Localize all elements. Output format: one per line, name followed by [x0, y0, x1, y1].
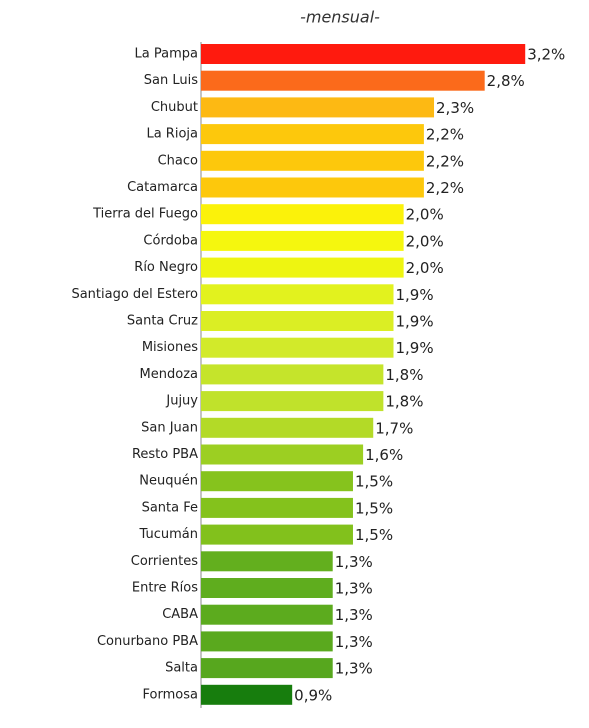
bar: [201, 230, 404, 251]
bar: [201, 684, 293, 705]
value-label: 1,3%: [335, 553, 373, 571]
category-label: San Juan: [141, 420, 198, 435]
bar: [201, 497, 353, 518]
value-label: 2,2%: [426, 152, 464, 170]
category-label: La Rioja: [146, 127, 198, 142]
category-label: Jujuy: [165, 394, 198, 409]
value-label: 3,2%: [527, 46, 565, 64]
bar: [201, 604, 333, 625]
bar: [201, 311, 394, 331]
category-label: Mendoza: [140, 367, 198, 382]
bar: [201, 177, 424, 198]
bar: [201, 391, 384, 412]
bar: [201, 444, 364, 465]
bar: [201, 658, 333, 679]
value-label: 1,5%: [355, 473, 393, 491]
value-label: 1,6%: [365, 446, 403, 464]
value-label: 1,9%: [396, 313, 434, 331]
bar: [201, 204, 404, 225]
value-label: 2,3%: [436, 99, 474, 117]
value-label: 0,9%: [294, 686, 332, 704]
bar: [201, 257, 404, 278]
category-label: Chaco: [158, 153, 198, 168]
value-label: 2,0%: [406, 206, 444, 224]
value-label: 1,3%: [335, 633, 373, 651]
category-label: Neuquén: [139, 474, 198, 489]
category-label: Corrientes: [131, 554, 198, 569]
category-label: La Pampa: [135, 47, 198, 62]
category-label: Salta: [165, 661, 198, 676]
bar: [201, 44, 526, 64]
category-label: Catamarca: [127, 180, 198, 195]
category-label: Santa Cruz: [127, 314, 198, 329]
bar: [201, 551, 333, 572]
bar: [201, 417, 374, 438]
value-label: 1,8%: [385, 393, 423, 411]
value-label: 1,5%: [355, 499, 393, 517]
category-label: San Luis: [144, 73, 198, 88]
category-label: Chubut: [151, 100, 198, 115]
category-label: Misiones: [142, 340, 198, 355]
value-label: 2,0%: [406, 259, 444, 277]
value-label: 1,3%: [335, 606, 373, 624]
value-label: 1,9%: [396, 339, 434, 357]
value-label: 1,7%: [375, 419, 413, 437]
category-label: Río Negro: [134, 260, 198, 275]
category-label: Tierra del Fuego: [92, 207, 198, 222]
bar: [201, 337, 394, 358]
value-label: 2,0%: [406, 232, 444, 250]
bar: [201, 631, 333, 652]
value-label: 1,3%: [335, 580, 373, 598]
bar: [201, 70, 485, 91]
bar: [201, 578, 333, 598]
category-label: Resto PBA: [132, 447, 198, 462]
bar: [201, 524, 353, 545]
value-label: 1,5%: [355, 526, 393, 544]
value-label: 1,9%: [396, 286, 434, 304]
category-label: Córdoba: [143, 233, 198, 248]
value-label: 2,2%: [426, 126, 464, 144]
category-label: Santa Fe: [142, 500, 198, 515]
category-label: Entre Ríos: [132, 581, 198, 596]
category-label: Formosa: [143, 687, 198, 702]
value-label: 1,8%: [385, 366, 423, 384]
bar: [201, 150, 424, 171]
bar: [201, 471, 353, 492]
bar: [201, 97, 435, 118]
chart-title: -mensual-: [300, 8, 380, 27]
category-label: Santiago del Estero: [71, 287, 198, 302]
category-label: CABA: [162, 607, 198, 622]
bar: [201, 364, 384, 385]
bar: [201, 124, 424, 145]
bar: [201, 284, 394, 305]
value-label: 1,3%: [335, 660, 373, 678]
category-label: Conurbano PBA: [97, 634, 198, 649]
category-label: Tucumán: [139, 527, 198, 542]
value-label: 2,8%: [487, 72, 525, 90]
value-label: 2,2%: [426, 179, 464, 197]
